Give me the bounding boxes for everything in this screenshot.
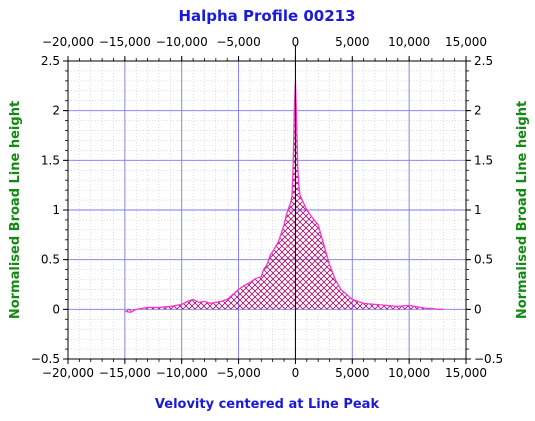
y-tick-label: 1 — [52, 203, 60, 217]
y-axis-label-right: Normalised Broad Line height — [515, 101, 530, 319]
y-tick-label: 2.5 — [474, 54, 493, 68]
major-grid — [67, 60, 467, 360]
y-axis-right: −0.5 0 0.5 1 1.5 2 2.5 — [466, 54, 503, 366]
x-tick-label: 10,000 — [388, 35, 430, 49]
x-axis-bottom: −20,000 −15,000 −10,000 −5,000 0 5,000 10,000 1… — [42, 359, 487, 380]
y-tick-label: 2 — [474, 104, 482, 118]
y-tick-label: 0.5 — [474, 253, 493, 267]
y-tick-label: −0.5 — [474, 352, 503, 366]
y-tick-label: 1.5 — [474, 153, 493, 167]
y-tick-label: 2.5 — [41, 54, 60, 68]
y-axis-label-left: Normalised Broad Line height — [8, 101, 23, 319]
y-tick-label: 2 — [52, 104, 60, 118]
x-tick-label: 5,000 — [335, 35, 369, 49]
x-tick-label: 0 — [292, 35, 300, 49]
x-tick-label: −10,000 — [156, 35, 208, 49]
x-tick-label: −5,000 — [216, 35, 260, 49]
y-tick-label: 0 — [52, 302, 60, 316]
x-axis-top: −20,000 −15,000 −10,000 −5,000 0 5,000 10,000 1… — [42, 35, 487, 61]
x-axis-label: Velovity centered at Line Peak — [155, 397, 380, 412]
x-tick-label: −5,000 — [216, 366, 260, 380]
y-axis-left: −0.5 0 0.5 1 1.5 2 2.5 — [31, 54, 68, 366]
x-tick-label: −15,000 — [99, 366, 151, 380]
chart-title: Halpha Profile 00213 — [178, 7, 355, 25]
x-tick-label: 15,000 — [445, 35, 487, 49]
y-tick-label: −0.5 — [31, 352, 60, 366]
x-tick-label: −10,000 — [156, 366, 208, 380]
x-tick-label: 5,000 — [335, 366, 369, 380]
x-tick-label: 0 — [292, 366, 300, 380]
y-tick-label: 0.5 — [41, 253, 60, 267]
series-line — [124, 80, 444, 313]
x-tick-label: 10,000 — [388, 366, 430, 380]
y-tick-label: 1.5 — [41, 153, 60, 167]
series-area — [124, 80, 444, 313]
series-layer — [124, 80, 444, 313]
x-tick-label: −20,000 — [42, 35, 94, 49]
y-tick-label: 1 — [474, 203, 482, 217]
x-tick-label: −20,000 — [42, 366, 94, 380]
x-tick-label: −15,000 — [99, 35, 151, 49]
y-tick-label: 0 — [474, 302, 482, 316]
x-tick-label: 15,000 — [445, 366, 487, 380]
